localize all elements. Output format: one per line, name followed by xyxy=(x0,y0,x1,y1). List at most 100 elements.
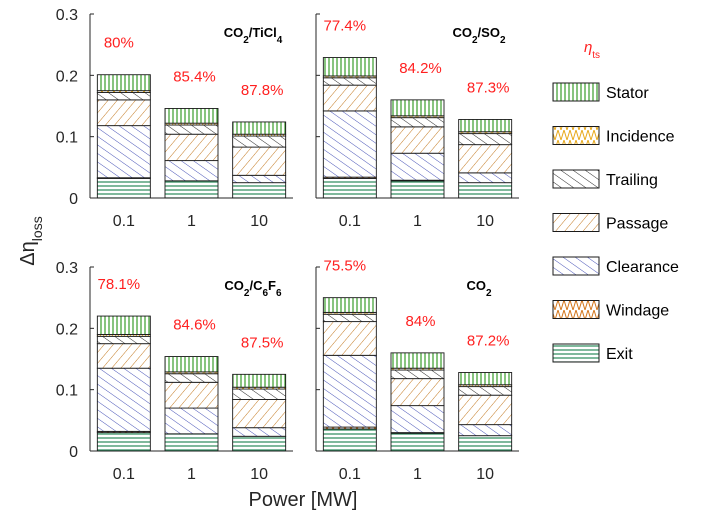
x-tick-label: 0.1 xyxy=(339,466,361,483)
bar-segment-exit xyxy=(164,433,219,452)
bar-segment-clearance xyxy=(164,407,219,435)
bar-segment-passage xyxy=(458,394,513,426)
bar-segment-clearance xyxy=(322,110,377,178)
efficiency-label: 84.6% xyxy=(173,317,216,334)
bar-segment-trailing xyxy=(164,373,219,383)
efficiency-label: 78.1% xyxy=(98,276,141,293)
bar-segment-clearance xyxy=(232,174,287,184)
legend-label: Incidence xyxy=(606,129,675,146)
legend-item-windage: Windage xyxy=(552,300,669,320)
legend-label: Exit xyxy=(606,346,633,363)
bar-segment-trailing xyxy=(390,369,445,380)
x-tick-label: 10 xyxy=(250,213,268,230)
y-tick-label: 0.1 xyxy=(56,130,78,147)
panel-4: 0.1 75.5% 1 84% 10 87.2% CO2 xyxy=(315,258,519,483)
bar-segment-clearance xyxy=(164,160,219,182)
y-tick-label: 0.2 xyxy=(56,321,78,338)
x-tick-label: 1 xyxy=(413,466,422,483)
bar-segment-clearance xyxy=(96,367,151,432)
bar-segment-exit xyxy=(390,432,445,452)
bar-segment-stator xyxy=(96,315,151,335)
legend-item-clearance: Clearance xyxy=(552,256,679,276)
bar-segment-exit xyxy=(458,435,513,452)
y-tick-label: 0.3 xyxy=(56,260,78,277)
x-tick-label: 10 xyxy=(476,213,494,230)
efficiency-label: 87.8% xyxy=(241,82,284,99)
bar-segment-exit xyxy=(390,180,445,199)
y-tick-label: 0.2 xyxy=(56,68,78,85)
efficiency-label: 84.2% xyxy=(399,60,442,77)
efficiency-label: 87.5% xyxy=(241,334,284,351)
legend-swatch xyxy=(552,126,600,145)
panel-title: CO2/TiCl4 xyxy=(224,25,283,46)
bar-segment-stator xyxy=(458,372,513,386)
bar-segment-trailing xyxy=(96,335,151,345)
bar-segment-exit xyxy=(322,428,377,452)
bar-segment-stator xyxy=(390,99,445,117)
bar-segment-exit xyxy=(232,435,287,452)
bar-segment-stator xyxy=(232,121,287,135)
bar-segment-trailing xyxy=(96,92,151,101)
bar-segment-stator xyxy=(164,108,219,124)
bar-segment-clearance xyxy=(96,125,151,179)
bar-segment-passage xyxy=(96,343,151,369)
x-tick-label: 1 xyxy=(187,466,196,483)
efficiency-label: 75.5% xyxy=(324,258,367,275)
efficiency-label: 77.4% xyxy=(324,18,367,35)
legend-label: Trailing xyxy=(606,172,658,189)
efficiency-label: 87.2% xyxy=(467,332,510,349)
bar-segment-exit xyxy=(96,432,151,452)
legend-item-exit: Exit xyxy=(552,343,633,363)
y-tick-label: 0 xyxy=(69,191,78,208)
bar-segment-exit xyxy=(232,182,287,199)
legend-label: Passage xyxy=(606,216,668,233)
legend-swatch xyxy=(552,169,600,189)
x-tick-label: 10 xyxy=(476,466,494,483)
panel-1: 0 0.1 0.2 0.3 0.1 80% 1 85.4% 10 87.8% CO2/TiCl4 xyxy=(56,7,293,230)
legend-item-passage: Passage xyxy=(552,213,668,233)
bar-segment-passage xyxy=(164,381,219,409)
bar-segment-clearance xyxy=(322,354,377,428)
legend-label: Windage xyxy=(606,303,669,320)
bar-segment-clearance xyxy=(232,427,287,437)
bar-segment-passage xyxy=(322,84,377,112)
bar-segment-passage xyxy=(390,378,445,407)
bar-segment-clearance xyxy=(390,405,445,434)
legend-label: Stator xyxy=(606,85,649,102)
bar-segment-passage xyxy=(390,126,445,154)
bar-segment-trailing xyxy=(232,135,287,148)
bar-segment-trailing xyxy=(232,388,287,400)
bar-segment-clearance xyxy=(458,172,513,184)
legend-swatch xyxy=(552,300,600,319)
legend-title: ηts xyxy=(584,39,600,61)
panel-title: CO2 xyxy=(466,278,492,299)
efficiency-label: 85.4% xyxy=(173,68,216,85)
bar-segment-stator xyxy=(232,373,287,388)
x-tick-label: 1 xyxy=(413,213,422,230)
bar-segment-trailing xyxy=(164,124,219,135)
efficiency-label: 87.3% xyxy=(467,79,510,96)
bar-segment-passage xyxy=(232,146,287,176)
y-axis-label: Δηloss xyxy=(17,216,45,265)
bar-segment-passage xyxy=(232,399,287,429)
efficiency-label: 80% xyxy=(104,35,134,52)
x-tick-label: 0.1 xyxy=(339,213,361,230)
panel-title: CO2/SO2 xyxy=(452,25,505,46)
panel-2: 0.1 77.4% 1 84.2% 10 87.3% CO2/SO2 xyxy=(315,13,519,230)
legend-label: Clearance xyxy=(606,259,679,276)
legend-swatch xyxy=(552,343,600,363)
bar-segment-passage xyxy=(458,144,513,174)
y-tick-label: 0.1 xyxy=(56,383,78,400)
bar-segment-stator xyxy=(164,356,219,373)
panel-title: CO2/C6F6 xyxy=(224,278,282,299)
legend: ηts Stator Incidence Trailing Passage Clearan… xyxy=(552,39,679,363)
bar-segment-exit xyxy=(322,177,377,199)
legend-item-incidence: Incidence xyxy=(552,126,675,146)
bar-segment-trailing xyxy=(458,133,513,146)
bar-segment-stator xyxy=(96,74,151,92)
bar-segment-clearance xyxy=(390,152,445,181)
bar-segment-trailing xyxy=(322,313,377,323)
bar-segment-exit xyxy=(96,177,151,199)
bar-segment-exit xyxy=(164,180,219,199)
bar-segment-trailing xyxy=(458,386,513,396)
